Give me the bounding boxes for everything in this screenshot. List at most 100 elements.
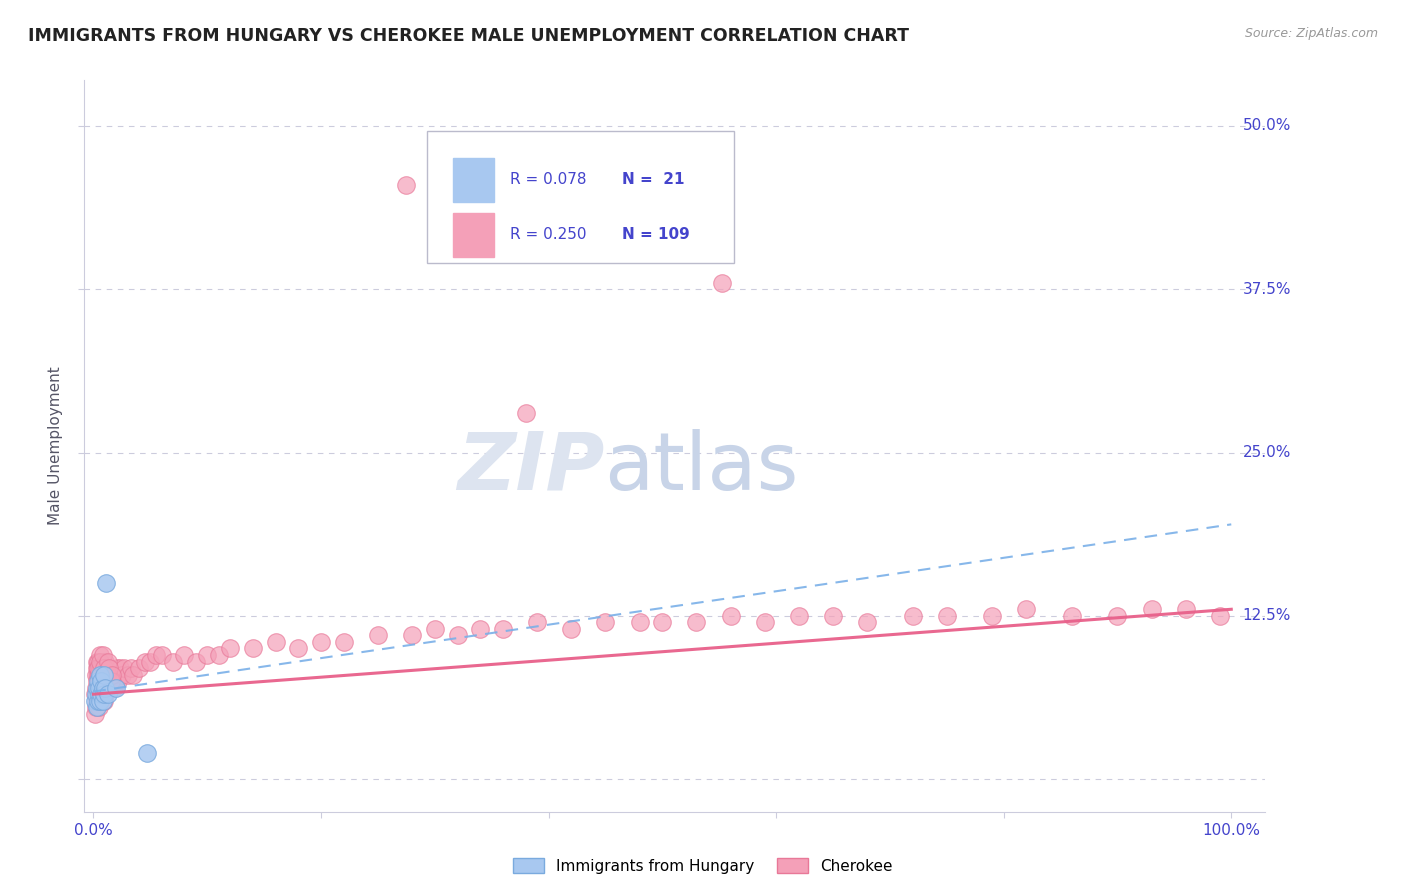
Point — [108, 661, 131, 675]
Point — [446, 628, 468, 642]
Point — [96, 667, 118, 681]
Point — [401, 628, 423, 642]
Point — [560, 622, 582, 636]
Point — [1174, 602, 1197, 616]
Point — [87, 694, 110, 708]
Point — [117, 667, 139, 681]
Point — [515, 406, 537, 420]
Text: 37.5%: 37.5% — [1243, 282, 1291, 297]
Point — [173, 648, 195, 662]
Point — [94, 681, 117, 695]
Point — [91, 674, 114, 689]
Point — [492, 622, 515, 636]
Point — [89, 655, 111, 669]
Point — [184, 655, 207, 669]
Point — [595, 615, 617, 630]
Point — [93, 661, 115, 675]
Point — [89, 648, 111, 662]
Point — [86, 661, 108, 675]
Point — [219, 641, 242, 656]
Point — [309, 635, 332, 649]
Point — [100, 674, 122, 689]
Point — [87, 661, 110, 675]
Point — [122, 667, 145, 681]
Text: N =  21: N = 21 — [621, 172, 685, 187]
Point — [242, 641, 264, 656]
Point — [94, 576, 117, 591]
Point — [90, 687, 112, 701]
Point — [89, 667, 111, 681]
Point — [83, 694, 105, 708]
Text: Source: ZipAtlas.com: Source: ZipAtlas.com — [1244, 27, 1378, 40]
Point — [91, 648, 114, 662]
Point — [86, 700, 108, 714]
Point — [83, 706, 105, 721]
Point — [87, 687, 110, 701]
Point — [120, 661, 142, 675]
Point — [100, 681, 122, 695]
Point — [101, 667, 124, 681]
Point — [93, 667, 115, 681]
Point — [100, 674, 122, 689]
Point — [1209, 608, 1232, 623]
Point — [104, 667, 127, 681]
Point — [105, 674, 128, 689]
Point — [91, 694, 114, 708]
Text: 12.5%: 12.5% — [1243, 608, 1291, 624]
Point — [105, 661, 128, 675]
Point — [89, 700, 111, 714]
Point — [981, 608, 1004, 623]
Legend: Immigrants from Hungary, Cherokee: Immigrants from Hungary, Cherokee — [508, 852, 898, 880]
Point — [333, 635, 356, 649]
Point — [84, 687, 107, 701]
Text: N = 109: N = 109 — [621, 227, 689, 243]
Point — [97, 674, 120, 689]
Point — [89, 674, 111, 689]
Point — [470, 622, 492, 636]
Point — [84, 681, 107, 695]
Bar — [453, 158, 494, 202]
FancyBboxPatch shape — [427, 131, 734, 263]
Point — [287, 641, 309, 656]
Point — [150, 648, 173, 662]
Point — [98, 661, 121, 675]
Point — [93, 667, 115, 681]
Text: 50.0%: 50.0% — [1243, 119, 1291, 134]
Bar — [453, 213, 494, 257]
Point — [856, 615, 879, 630]
Point — [89, 661, 111, 675]
Point — [901, 608, 924, 623]
Point — [89, 694, 111, 708]
Point — [89, 681, 111, 695]
Y-axis label: Male Unemployment: Male Unemployment — [48, 367, 63, 525]
Point — [1015, 602, 1038, 616]
Point — [94, 667, 117, 681]
Point — [136, 746, 159, 760]
Point — [264, 635, 287, 649]
Point — [97, 687, 120, 701]
Point — [90, 667, 112, 681]
Point — [162, 655, 184, 669]
Point — [754, 615, 776, 630]
Point — [84, 667, 107, 681]
Point — [145, 648, 167, 662]
Point — [94, 681, 117, 695]
Point — [107, 674, 129, 689]
Point — [93, 687, 115, 701]
Point — [83, 687, 105, 701]
Point — [93, 694, 115, 708]
Point — [86, 655, 108, 669]
Point — [86, 674, 108, 689]
Point — [89, 687, 111, 701]
Point — [91, 681, 114, 695]
Point — [87, 667, 110, 681]
Point — [105, 681, 128, 695]
Point — [935, 608, 957, 623]
Point — [87, 674, 110, 689]
Point — [423, 622, 446, 636]
Point — [94, 661, 117, 675]
Text: 25.0%: 25.0% — [1243, 445, 1291, 460]
Point — [134, 655, 156, 669]
Point — [139, 655, 162, 669]
Point — [1107, 608, 1129, 623]
